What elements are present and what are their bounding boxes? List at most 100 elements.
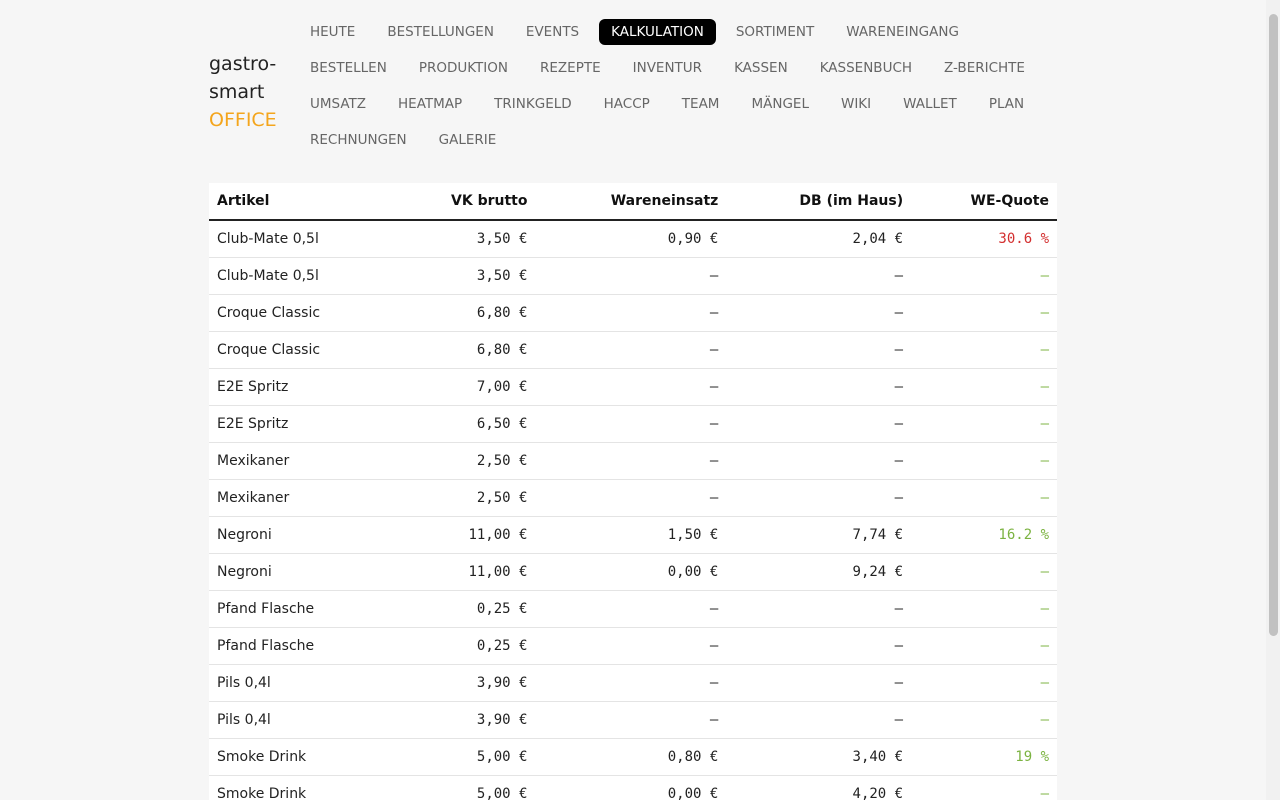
- nav-item[interactable]: KALKULATION: [599, 19, 716, 45]
- table-row[interactable]: Pils 0,4l 3,90 € – – –: [209, 664, 1057, 702]
- table-cell: 3,90 €: [392, 664, 536, 702]
- nav-item[interactable]: BESTELLEN: [310, 60, 387, 76]
- nav-item[interactable]: WALLET: [903, 96, 957, 112]
- header-row: Artikel VK brutto Wareneinsatz DB (im Haus)…: [209, 183, 1057, 221]
- table-cell: Club-Mate 0,5l: [209, 257, 393, 295]
- nav-item[interactable]: HEATMAP: [398, 96, 463, 112]
- table-row[interactable]: Mexikaner 2,50 € – – –: [209, 479, 1057, 517]
- column-header[interactable]: Wareneinsatz: [535, 183, 727, 221]
- table-cell: –: [726, 294, 912, 332]
- table-cell: Mexikaner: [209, 479, 393, 517]
- table-cell: 3,40 €: [726, 738, 912, 776]
- table-cell: –: [911, 294, 1057, 332]
- table-row[interactable]: Croque Classic 6,80 € – – –: [209, 331, 1057, 369]
- table-cell: –: [535, 664, 727, 702]
- table-cell: 0,25 €: [392, 627, 536, 665]
- nav-item[interactable]: KASSEN: [734, 60, 788, 76]
- table-cell: –: [535, 368, 727, 406]
- table-row[interactable]: Pfand Flasche 0,25 € – – –: [209, 627, 1057, 665]
- table-cell: Croque Classic: [209, 331, 393, 369]
- table-cell: Negroni: [209, 516, 393, 554]
- table-cell: –: [726, 627, 912, 665]
- nav-item[interactable]: GALERIE: [438, 132, 497, 148]
- table-cell: –: [911, 331, 1057, 369]
- table-cell: –: [535, 627, 727, 665]
- table-cell: 7,74 €: [726, 516, 912, 554]
- table-cell: –: [911, 590, 1057, 628]
- table-cell: 2,50 €: [392, 479, 536, 517]
- table-row[interactable]: Club-Mate 0,5l 3,50 € – – –: [209, 257, 1057, 295]
- table-cell: –: [535, 479, 727, 517]
- nav-item[interactable]: BESTELLUNGEN: [387, 24, 494, 40]
- table-cell: 30.6 %: [911, 220, 1057, 258]
- table-cell: –: [535, 257, 727, 295]
- table-cell: Smoke Drink: [209, 775, 393, 800]
- table-cell: –: [535, 442, 727, 480]
- column-header[interactable]: Artikel: [209, 183, 393, 221]
- table-row[interactable]: Club-Mate 0,5l 3,50 €0,90 €2,04 €30.6 %: [209, 220, 1057, 258]
- column-header[interactable]: VK brutto: [392, 183, 536, 221]
- nav-item[interactable]: PRODUKTION: [418, 60, 508, 76]
- nav-item[interactable]: TRINKGELD: [494, 96, 572, 112]
- table-cell: 4,20 €: [726, 775, 912, 800]
- table-cell: –: [726, 664, 912, 702]
- table-cell: 11,00 €: [392, 553, 536, 591]
- table-row[interactable]: E2E Spritz 7,00 € – – –: [209, 368, 1057, 406]
- table-row[interactable]: Mexikaner 2,50 € – – –: [209, 442, 1057, 480]
- nav-item[interactable]: MÄNGEL: [751, 96, 809, 112]
- table-cell: 0,00 €: [535, 775, 727, 800]
- nav-item[interactable]: EVENTS: [525, 24, 580, 40]
- table-row[interactable]: Smoke Drink 5,00 €0,00 €4,20 € –: [209, 775, 1057, 800]
- scroll-thumb[interactable]: [1269, 14, 1278, 636]
- scrollbar[interactable]: [1266, 0, 1280, 800]
- table-cell: Croque Classic: [209, 294, 393, 332]
- table-cell: –: [726, 590, 912, 628]
- table-cell: –: [911, 368, 1057, 406]
- nav-item[interactable]: RECHNUNGEN: [310, 132, 407, 148]
- nav-item[interactable]: HACCP: [603, 96, 650, 112]
- table-cell: 3,90 €: [392, 701, 536, 739]
- table-cell: –: [911, 664, 1057, 702]
- table-cell: –: [911, 775, 1057, 800]
- nav-item[interactable]: TEAM: [681, 96, 720, 112]
- brand[interactable]: gastro- smart OFFICE: [209, 50, 277, 134]
- table-row[interactable]: Negroni 11,00 €0,00 €9,24 € –: [209, 553, 1057, 591]
- nav-item[interactable]: HEUTE: [310, 24, 356, 40]
- nav-item[interactable]: INVENTUR: [632, 60, 703, 76]
- nav-item[interactable]: UMSATZ: [310, 96, 367, 112]
- nav-item[interactable]: SORTIMENT: [735, 24, 815, 40]
- table-cell: 6,80 €: [392, 294, 536, 332]
- table: Artikel VK brutto Wareneinsatz DB (im Haus)…: [209, 183, 1057, 800]
- nav: HEUTE BESTELLUNGEN EVENTS KALKULATION SORTIM…: [298, 19, 1058, 153]
- table-cell: –: [911, 442, 1057, 480]
- column-header[interactable]: WE-Quote: [911, 183, 1057, 221]
- table-cell: –: [726, 405, 912, 443]
- nav-item[interactable]: WIKI: [840, 96, 872, 112]
- nav-item[interactable]: REZEPTE: [540, 60, 601, 76]
- table-cell: –: [535, 701, 727, 739]
- table-cell: 3,50 €: [392, 220, 536, 258]
- table-cell: E2E Spritz: [209, 368, 393, 406]
- column-header[interactable]: DB (im Haus): [726, 183, 912, 221]
- table-cell: –: [726, 331, 912, 369]
- table-cell: –: [535, 405, 727, 443]
- table-cell: 2,50 €: [392, 442, 536, 480]
- table-cell: Smoke Drink: [209, 738, 393, 776]
- nav-item[interactable]: PLAN: [988, 96, 1025, 112]
- table-cell: –: [726, 701, 912, 739]
- table-row[interactable]: Pils 0,4l 3,90 € – – –: [209, 701, 1057, 739]
- nav-item[interactable]: KASSENBUCH: [819, 60, 913, 76]
- table-row[interactable]: Pfand Flasche 0,25 € – – –: [209, 590, 1057, 628]
- table-row[interactable]: Croque Classic 6,80 € – – –: [209, 294, 1057, 332]
- table-cell: –: [911, 257, 1057, 295]
- table-row[interactable]: Smoke Drink 5,00 €0,80 €3,40 €19 %: [209, 738, 1057, 776]
- nav-item[interactable]: WARENEINGANG: [846, 24, 959, 40]
- nav-item[interactable]: Z-BERICHTE: [944, 60, 1025, 76]
- table-row[interactable]: Negroni 11,00 €1,50 €7,74 €16.2 %: [209, 516, 1057, 554]
- table-cell: –: [911, 479, 1057, 517]
- table-row[interactable]: E2E Spritz 6,50 € – – –: [209, 405, 1057, 443]
- table-cell: Pfand Flasche: [209, 627, 393, 665]
- table-cell: –: [726, 479, 912, 517]
- table-cell: –: [911, 701, 1057, 739]
